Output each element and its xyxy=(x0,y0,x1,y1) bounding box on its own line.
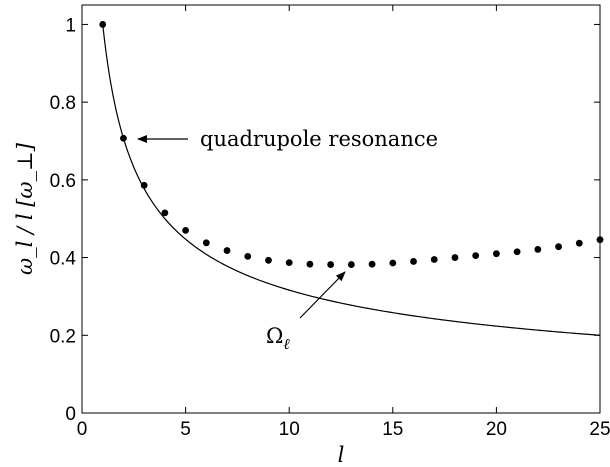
data-point xyxy=(534,246,542,253)
curve-omega-l xyxy=(102,24,601,336)
data-point xyxy=(182,226,190,234)
data-point xyxy=(306,260,314,268)
x-tick-label: 15 xyxy=(382,419,403,440)
omega-label-sub: ℓ xyxy=(283,335,289,353)
data-point xyxy=(99,21,107,28)
x-tick-label: 20 xyxy=(486,419,507,440)
y-tick-label: 0.2 xyxy=(50,326,76,347)
data-point xyxy=(389,259,397,267)
data-point xyxy=(596,236,604,244)
y-axis-label: ω_l / l [ω_⊥] xyxy=(13,142,37,275)
data-point xyxy=(513,248,521,256)
quadrupole-label: quadrupole resonance xyxy=(200,127,438,151)
data-point xyxy=(140,181,148,189)
x-tick-label: 10 xyxy=(279,419,300,440)
data-point xyxy=(265,256,272,264)
omega-arrow xyxy=(299,271,346,319)
y-tick-label: 0 xyxy=(65,404,76,425)
data-point xyxy=(223,247,231,254)
data-point xyxy=(202,239,210,247)
x-tick-label: 25 xyxy=(589,419,610,440)
data-point xyxy=(120,134,127,142)
data-point xyxy=(161,209,169,217)
data-point xyxy=(575,239,583,247)
ticks xyxy=(81,5,601,414)
omega-label-main: Ω xyxy=(266,324,283,348)
data-point xyxy=(244,253,252,260)
x-axis-label: l xyxy=(338,443,345,467)
y-tick-label: 0.8 xyxy=(50,93,76,114)
data-point xyxy=(347,261,355,268)
y-tick-label: 1 xyxy=(65,15,76,36)
data-point xyxy=(430,256,438,263)
data-points xyxy=(99,21,604,268)
data-point xyxy=(368,260,376,268)
data-point xyxy=(472,252,480,260)
data-point xyxy=(555,243,562,251)
y-tick-label: 0.4 xyxy=(50,249,77,270)
y-tick-label: 0.6 xyxy=(50,171,76,192)
x-tick-label: 0 xyxy=(77,419,88,440)
data-point xyxy=(327,261,335,268)
data-point xyxy=(493,250,500,258)
data-point xyxy=(285,259,293,267)
x-tick-label: 5 xyxy=(180,419,191,440)
data-point xyxy=(410,258,417,265)
omega-label: Ωℓ xyxy=(266,324,290,353)
tick-labels: 0 5 10 15 20 25 0 0.2 0.4 0.6 0.8 1 xyxy=(50,15,610,440)
plot-frame xyxy=(81,4,601,414)
data-point xyxy=(451,254,459,261)
